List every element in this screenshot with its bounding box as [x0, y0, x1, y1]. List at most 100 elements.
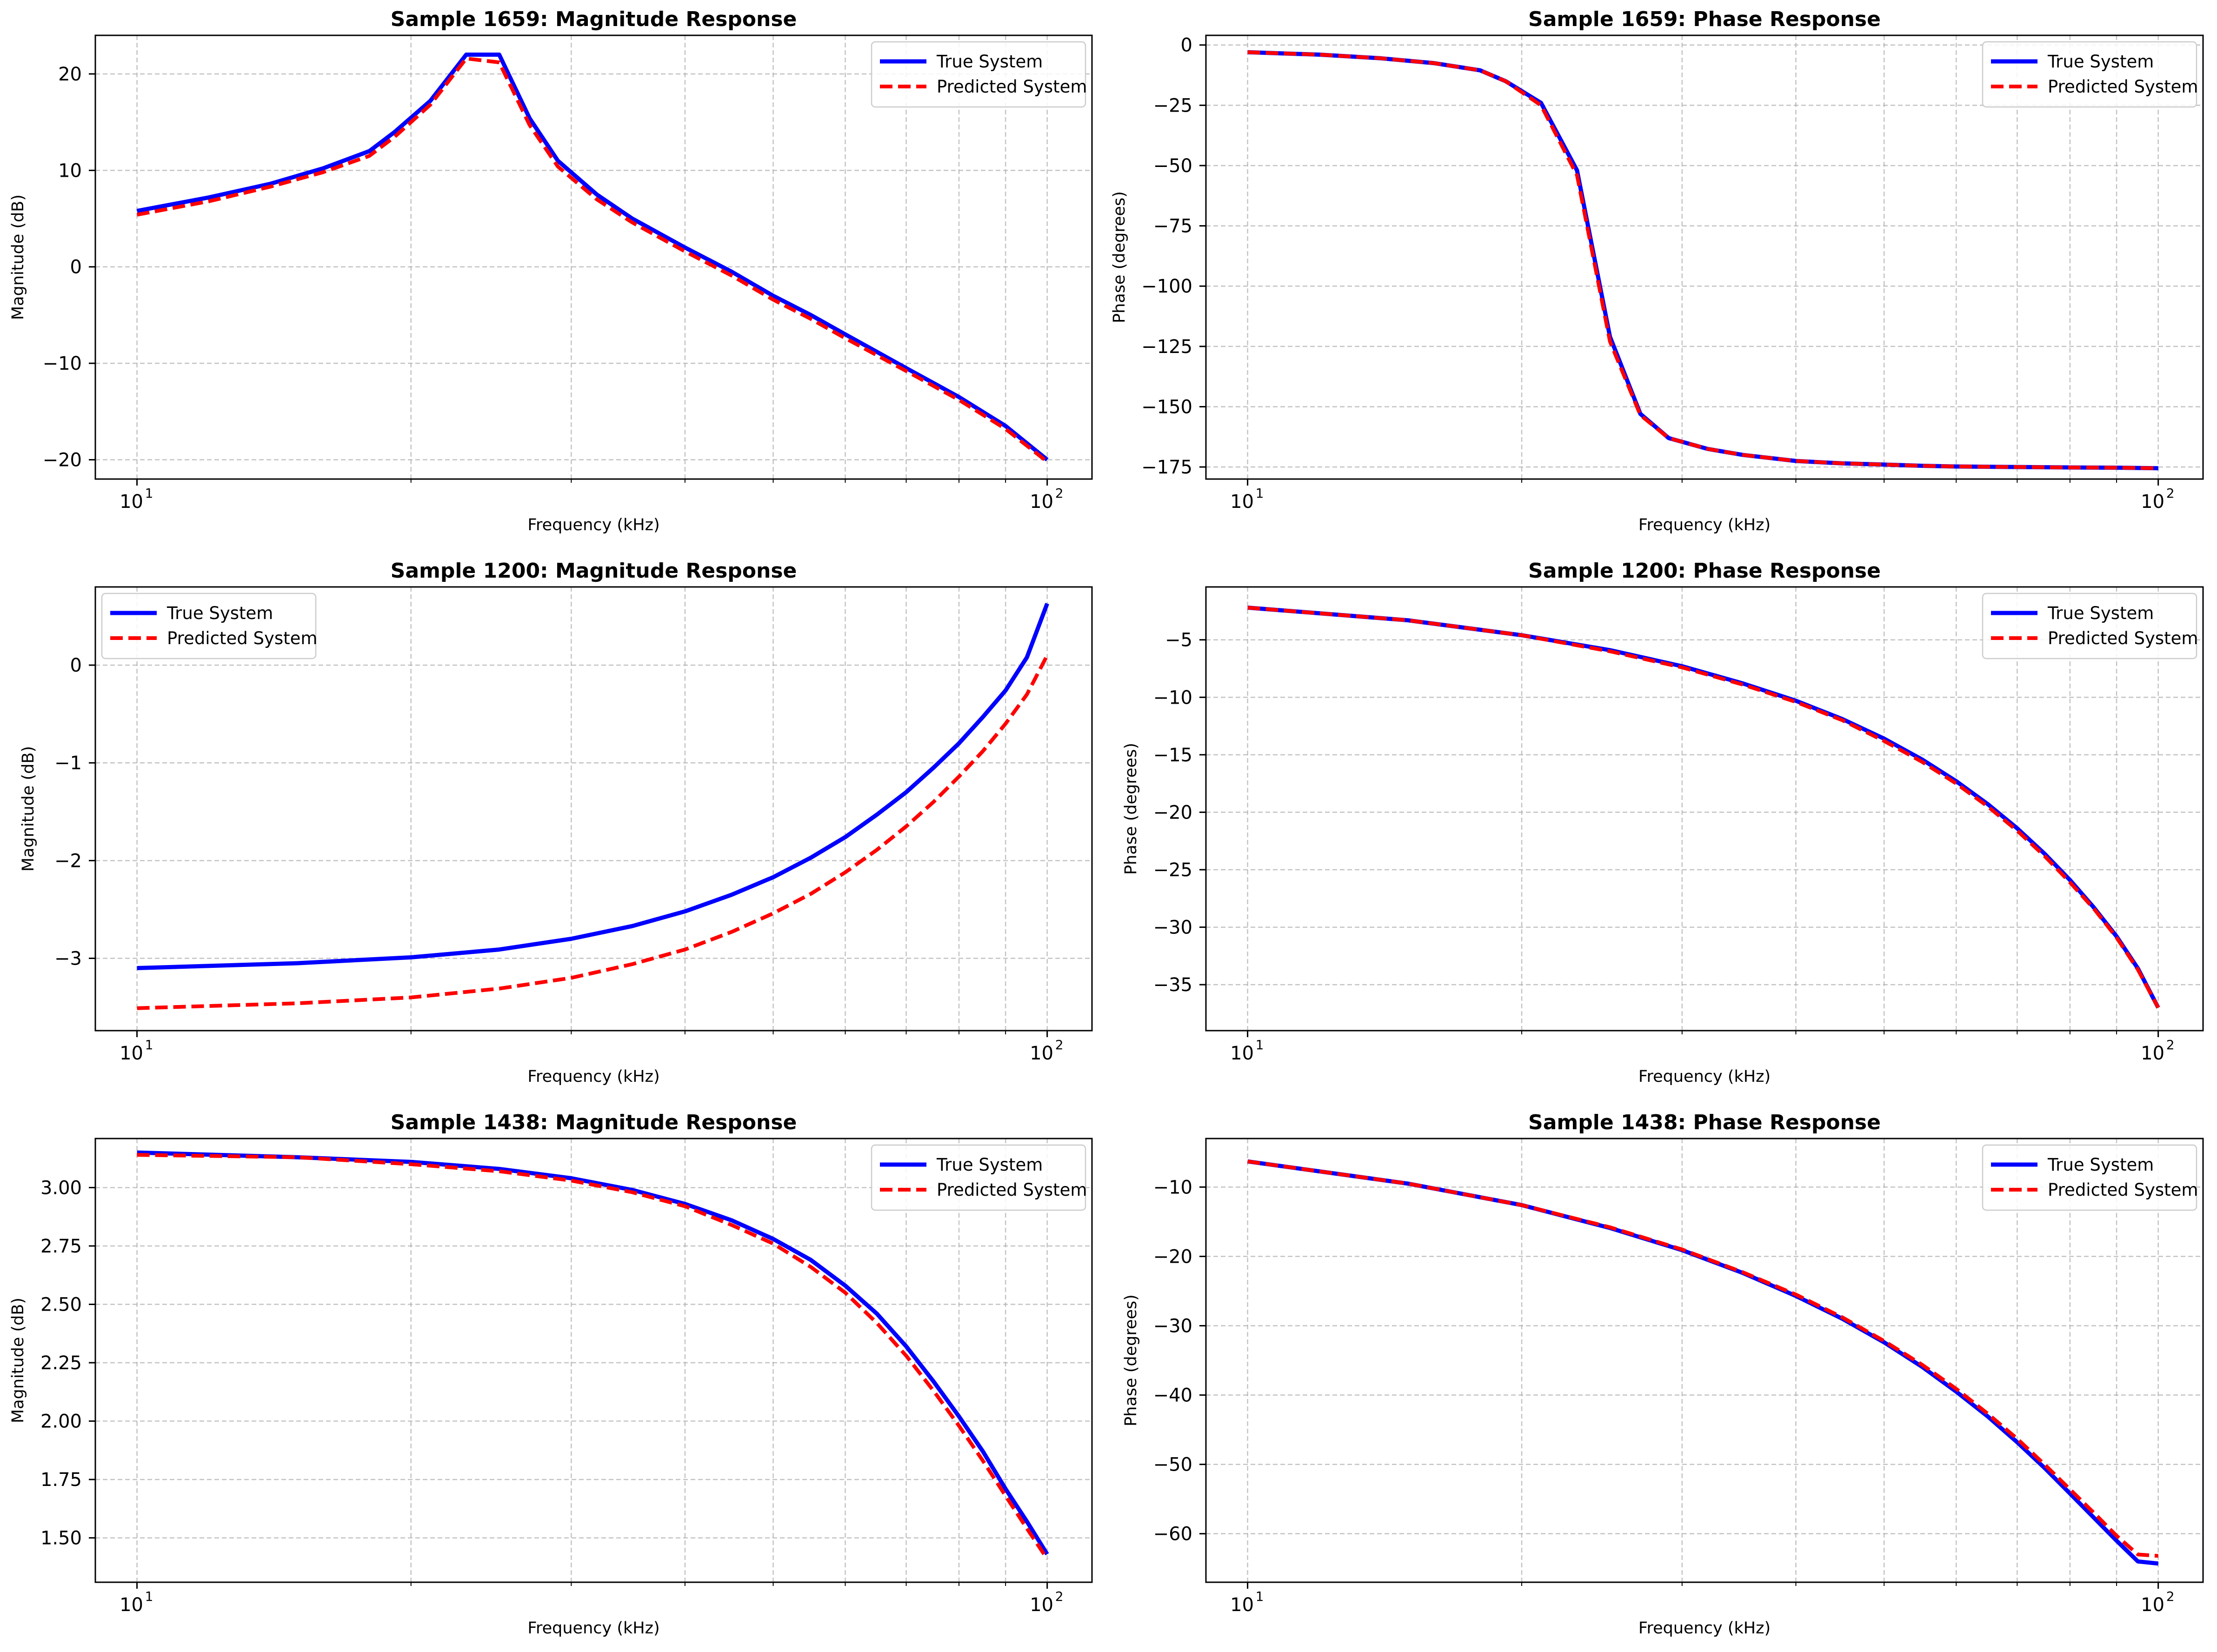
legend-label: Predicted System: [937, 77, 1087, 97]
legend: True System Predicted System: [871, 1144, 1087, 1211]
y-tick-label: −3: [54, 948, 82, 970]
y-tick-label: −175: [1141, 457, 1192, 478]
legend-label: True System: [2047, 52, 2154, 72]
chart-title: Sample 1659: Magnitude Response: [391, 7, 797, 31]
legend-label: True System: [166, 603, 273, 623]
x-axis-label: Frequency (kHz): [1638, 516, 1771, 534]
x-tick-exponent: 1: [145, 486, 153, 501]
x-axis-label: Frequency (kHz): [1638, 1067, 1771, 1086]
y-tick-label: −150: [1141, 396, 1192, 418]
legend-label: Predicted System: [2048, 628, 2198, 648]
y-tick-label: −1: [54, 753, 82, 774]
y-axis-label: Phase (degrees): [1122, 1294, 1140, 1426]
y-tick-label: −20: [1153, 802, 1192, 823]
chart-title: Sample 1200: Phase Response: [1528, 559, 1881, 583]
axes-frame: [1205, 34, 2204, 480]
x-tick-label: 10: [120, 1594, 143, 1616]
y-tick-label: 2.50: [40, 1294, 82, 1315]
legend-label: True System: [2047, 1155, 2154, 1175]
y-tick-label: −25: [1153, 95, 1192, 116]
y-tick-label: 2.75: [40, 1236, 82, 1257]
y-tick-label: −25: [1153, 859, 1192, 881]
true-system-line: [136, 53, 1049, 461]
x-tick-label: 10: [1030, 1594, 1053, 1616]
x-tick-exponent: 1: [145, 1037, 153, 1052]
y-tick-label: −75: [1153, 216, 1192, 237]
y-tick-label: −30: [1153, 917, 1192, 939]
y-axis-label: Magnitude (dB): [19, 746, 38, 872]
y-tick-label: −125: [1141, 336, 1192, 358]
y-axis-label: Magnitude (dB): [9, 194, 27, 320]
x-tick-exponent: 1: [1256, 1589, 1264, 1604]
x-tick-label: 10: [2141, 1043, 2164, 1064]
legend-box: [1982, 41, 2197, 108]
y-tick-label: −50: [1153, 155, 1192, 177]
x-tick-label: 10: [1030, 491, 1053, 513]
y-tick-label: −10: [1153, 1177, 1192, 1198]
x-tick-exponent: 1: [145, 1589, 153, 1604]
y-tick-label: −2: [54, 850, 82, 872]
legend: True System Predicted System: [871, 41, 1087, 108]
x-tick-exponent: 2: [1055, 1037, 1064, 1052]
y-tick-label: 1.75: [40, 1469, 82, 1491]
y-tick-label: −100: [1141, 276, 1192, 297]
legend: True System Predicted System: [101, 593, 317, 659]
legend-box: [101, 593, 317, 659]
x-axis-label: Frequency (kHz): [527, 516, 659, 534]
axes-frame: [94, 1138, 1093, 1583]
x-tick-label: 10: [2141, 491, 2164, 513]
true-system-line: [137, 1150, 1049, 1556]
x-axis-label: Frequency (kHz): [527, 1067, 659, 1086]
y-tick-label: 0: [1181, 35, 1192, 56]
predicted-system-line: [136, 56, 1049, 463]
legend-box: [871, 1144, 1086, 1211]
predicted-system-line: [137, 654, 1049, 1010]
true-system-line: [137, 603, 1049, 970]
y-tick-label: 0: [70, 655, 82, 676]
subplot-5: 10 1 10 23.002.752.502.252.001.751.50Sample…: [9, 1111, 1093, 1638]
legend-label: Predicted System: [2048, 77, 2198, 97]
chart-title: Sample 1438: Phase Response: [1528, 1111, 1881, 1134]
x-tick-label: 10: [1230, 491, 1254, 513]
legend: True System Predicted System: [1982, 41, 2198, 108]
y-tick-label: −10: [1153, 687, 1192, 708]
x-tick-label: 10: [120, 491, 143, 513]
y-tick-label: −20: [43, 450, 82, 471]
y-tick-label: −35: [1153, 974, 1192, 996]
x-axis-label: Frequency (kHz): [527, 1619, 659, 1638]
legend-box: [871, 41, 1086, 108]
y-tick-label: 1.50: [40, 1528, 82, 1549]
legend-box: [1982, 593, 2197, 659]
x-tick-label: 10: [1230, 1594, 1254, 1616]
x-tick-exponent: 2: [2166, 1589, 2175, 1604]
x-tick-exponent: 1: [1256, 486, 1264, 501]
y-axis-label: Phase (degrees): [1122, 743, 1140, 875]
x-tick-exponent: 1: [1256, 1037, 1264, 1052]
x-tick-label: 10: [1030, 1043, 1053, 1064]
legend-label: True System: [936, 1155, 1043, 1175]
legend-label: Predicted System: [167, 628, 317, 648]
y-tick-label: 2.25: [40, 1352, 82, 1374]
y-tick-label: −50: [1153, 1454, 1192, 1476]
true-system-line: [1247, 1159, 2159, 1566]
x-tick-label: 10: [1230, 1043, 1254, 1064]
x-tick-exponent: 2: [1055, 486, 1064, 501]
predicted-system-line: [137, 1153, 1049, 1560]
axes-frame: [94, 34, 1093, 480]
legend-box: [1982, 1144, 2197, 1211]
predicted-system-line: [1247, 1159, 2158, 1558]
y-tick-label: 10: [58, 160, 82, 181]
x-axis-label: Frequency (kHz): [1638, 1619, 1771, 1638]
true-system-line: [1247, 606, 2160, 1009]
y-tick-label: −10: [43, 353, 82, 374]
legend-label: True System: [2047, 603, 2154, 623]
true-system-line: [1247, 50, 2158, 471]
legend-label: True System: [936, 52, 1043, 72]
